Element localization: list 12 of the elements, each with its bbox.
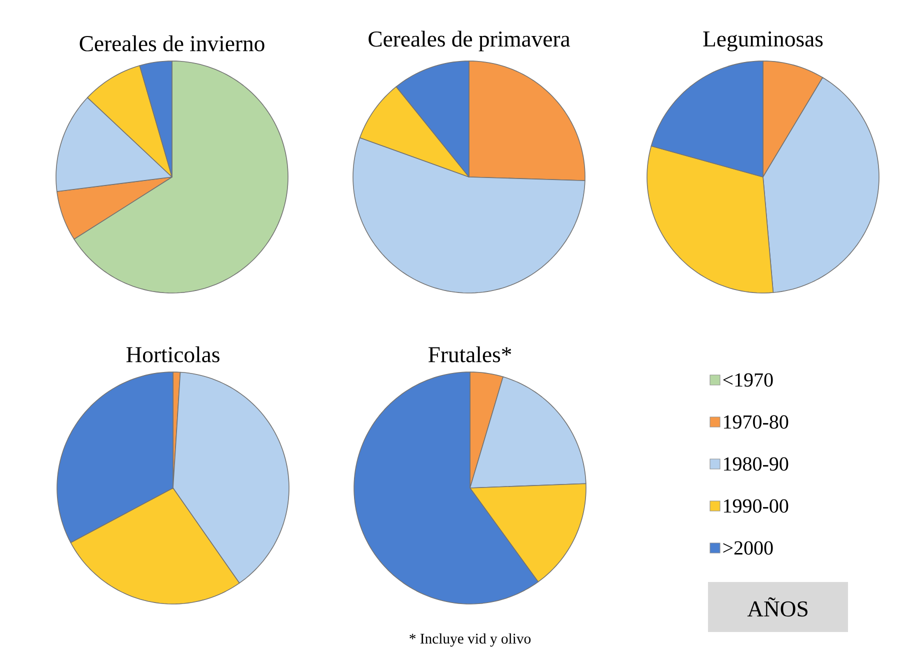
legend-label: 1990-00 [724, 499, 788, 513]
chart-title: Cereales de primavera [368, 30, 570, 52]
chart-title: Frutales* [428, 346, 512, 362]
text: * Incluye vid y olivo [410, 633, 531, 647]
legend-label: <1970 [723, 373, 773, 387]
chart-title: Horticolas [126, 346, 220, 362]
legend-title: AÑOS [747, 597, 808, 617]
chart-title: Cereales de invierno [80, 35, 264, 52]
legend-label: 1980-90 [724, 457, 788, 471]
legend-label: 1970-80 [724, 415, 788, 429]
chart-title: Leguminosas [703, 31, 823, 52]
legend-label: >2000 [723, 541, 773, 555]
